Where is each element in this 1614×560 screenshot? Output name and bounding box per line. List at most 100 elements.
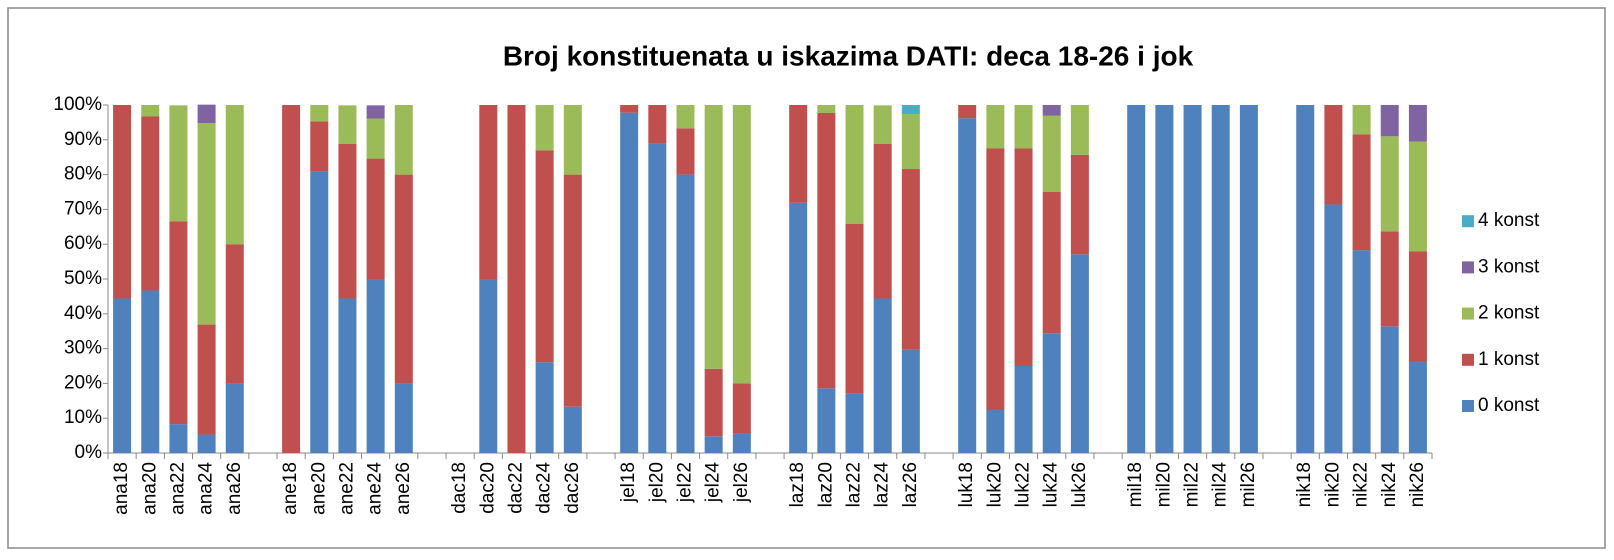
bar-segment [817,105,836,114]
bar-segment [310,105,329,122]
bar-segment [507,105,526,453]
y-tick-label: 40% [64,303,102,324]
bar-segment [1070,105,1089,155]
bar-segment [817,388,836,453]
bar-segment [789,202,808,453]
bar-segment [479,105,498,279]
x-tick-label: ane24 [365,462,386,515]
bar-segment [1014,105,1033,149]
chart-title: Broj konstituenata u iskazima DATI: deca… [503,40,1194,71]
bar-segment [394,383,413,453]
bar-segment [535,362,554,453]
bar-segment [789,105,808,203]
bar-segment [563,105,582,175]
bar-segment [141,105,160,117]
bar-segment [676,174,695,453]
bar-segment [620,105,639,113]
x-tick-label: jel22 [675,462,696,503]
bar-segment [1070,254,1089,453]
bar-segment [394,174,413,384]
x-tick-label: luk22 [1013,462,1034,507]
y-tick-label: 100% [53,94,102,115]
bar-segment [1380,326,1399,453]
bar-segment [845,393,864,453]
bar-segment [1042,105,1061,116]
x-tick-label: ana22 [167,462,188,515]
bar-segment [1380,105,1399,137]
legend-swatch [1462,215,1474,228]
x-tick-label: luk20 [984,462,1005,507]
bar-segment [901,349,920,453]
y-tick-label: 20% [64,372,102,393]
y-tick-label: 80% [64,164,102,185]
bar-segment [986,105,1005,149]
bar-segment [1042,192,1061,334]
x-tick-label: ane22 [336,462,357,515]
bar-segment [1408,251,1427,362]
bar-segment [535,105,554,151]
bar-segment [1352,250,1371,453]
bar-segment [901,114,920,170]
bar-segment [535,150,554,363]
bar-segment [1155,105,1174,453]
x-tick-label: jel24 [703,462,724,504]
bar-segment [1014,366,1033,453]
bar-segment [366,105,385,119]
legend-swatch [1462,307,1474,320]
bar-segment [1239,105,1258,453]
bar-segment [169,424,188,453]
bar-segment [197,434,216,453]
x-tick-label: nik22 [1351,462,1372,507]
y-tick-label: 70% [64,198,102,219]
x-tick-label: ana18 [111,462,132,515]
y-tick-label: 10% [64,407,102,428]
x-tick-label: dac24 [534,462,555,514]
bar-segment [1070,154,1089,255]
bar-segment [873,143,892,299]
bar-segment [366,118,385,159]
x-tick-label: laz20 [815,462,836,507]
bar-segment [563,406,582,453]
bar-segment [338,105,357,144]
bar-segment [648,143,667,454]
x-tick-label: ana26 [224,462,245,515]
bar-segment [732,105,751,384]
x-tick-label: ane20 [308,462,329,515]
bar-segment [1408,105,1427,142]
bar-segment [1352,105,1371,135]
bar-segment [958,105,977,119]
bar-segment [986,409,1005,453]
legend-label: 4 konst [1478,210,1540,231]
bar-segment [1324,105,1343,205]
x-tick-label: mil18 [1125,462,1146,507]
bar-segment [901,169,920,350]
x-tick-label: luk24 [1041,462,1062,508]
x-tick-label: ana24 [196,462,217,515]
y-tick-label: 90% [64,129,102,150]
bar-segment [169,221,188,425]
x-tick-label: mil26 [1238,462,1259,507]
bar-segment [338,143,357,299]
x-tick-label: laz18 [787,462,808,507]
bar-segment [873,298,892,453]
bar-segment [1211,105,1230,453]
bar-segment [873,105,892,144]
bar-segment [1408,141,1427,252]
bar-segment [1380,231,1399,327]
bar-segment [141,290,160,453]
bar-segment [394,105,413,175]
bar-segment [986,148,1005,410]
y-tick-label: 50% [64,268,102,289]
bar-segment [958,118,977,453]
bar-segment [310,121,329,172]
x-tick-label: jel20 [646,462,667,503]
bar-segment [1324,204,1343,453]
bar-segment [366,158,385,279]
bar-segment [620,112,639,453]
bar-segment [197,324,216,435]
legend-swatch [1462,353,1474,366]
x-tick-label: ane26 [393,462,414,515]
x-tick-label: dac22 [505,462,526,514]
bar-segment [676,105,695,129]
bar-segment [676,128,695,175]
